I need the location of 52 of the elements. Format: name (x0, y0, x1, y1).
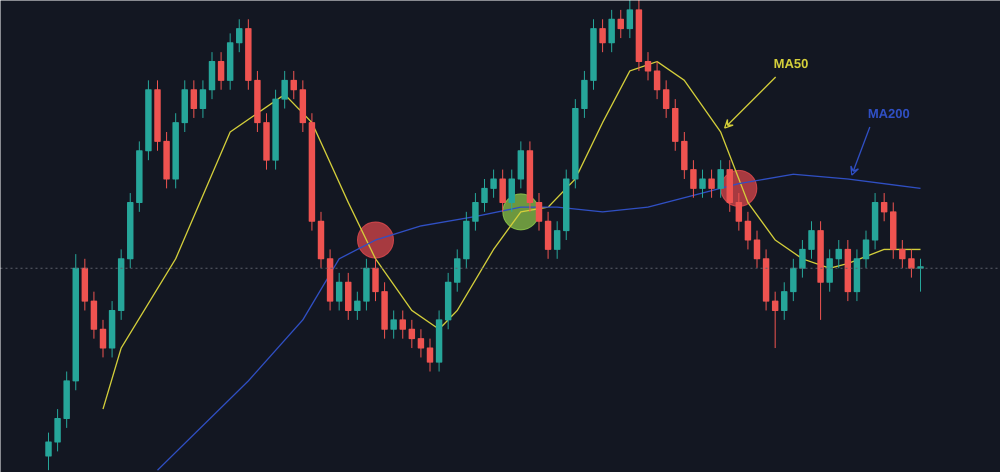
candlestick (608, 9, 615, 53)
candlestick (354, 291, 361, 320)
candlestick (426, 338, 434, 372)
candlestick (336, 272, 342, 311)
candlestick (554, 220, 560, 260)
candlestick (100, 319, 106, 358)
candlestick (236, 18, 242, 53)
candlestick (644, 52, 652, 81)
candlestick (790, 258, 797, 302)
candlestick (799, 240, 806, 278)
candlestick (699, 169, 706, 198)
candlestick (508, 169, 515, 212)
candlestick (708, 169, 715, 198)
candlestick (618, 9, 624, 39)
candlestick (290, 70, 297, 100)
candlestick (190, 80, 198, 118)
candlestick (744, 211, 752, 250)
candlestick (218, 52, 224, 90)
candlestick (808, 220, 815, 260)
candlestick (862, 230, 870, 269)
candlestick (908, 248, 915, 278)
candlestick (536, 192, 542, 232)
text: MA50 (774, 56, 808, 71)
candlestick (662, 80, 670, 118)
candlestick (45, 432, 52, 471)
candlestick (899, 240, 906, 269)
candlestick (836, 240, 842, 269)
candlestick (736, 192, 742, 232)
candlestick (400, 310, 406, 340)
candlestick (654, 61, 660, 100)
candlestick (408, 319, 416, 349)
candlestick (281, 70, 288, 110)
candlestick (418, 328, 424, 358)
candlestick (490, 169, 497, 198)
candlestick (826, 248, 833, 292)
candlestick (481, 178, 488, 212)
candlestick (454, 248, 460, 292)
candlestick (690, 160, 697, 198)
candlestick (472, 192, 479, 232)
candlestick (880, 192, 888, 222)
candlestick (754, 230, 760, 269)
candlestick (372, 258, 379, 302)
candlestick (499, 169, 506, 212)
candlestick (772, 291, 778, 349)
text: MA200 (868, 106, 910, 121)
candlestick (54, 408, 61, 452)
candlestick (717, 160, 724, 198)
candlestick (599, 18, 606, 53)
candlestick (626, 0, 634, 39)
candlestick (390, 310, 397, 340)
candlestick (200, 80, 206, 118)
candlestick (781, 282, 788, 320)
